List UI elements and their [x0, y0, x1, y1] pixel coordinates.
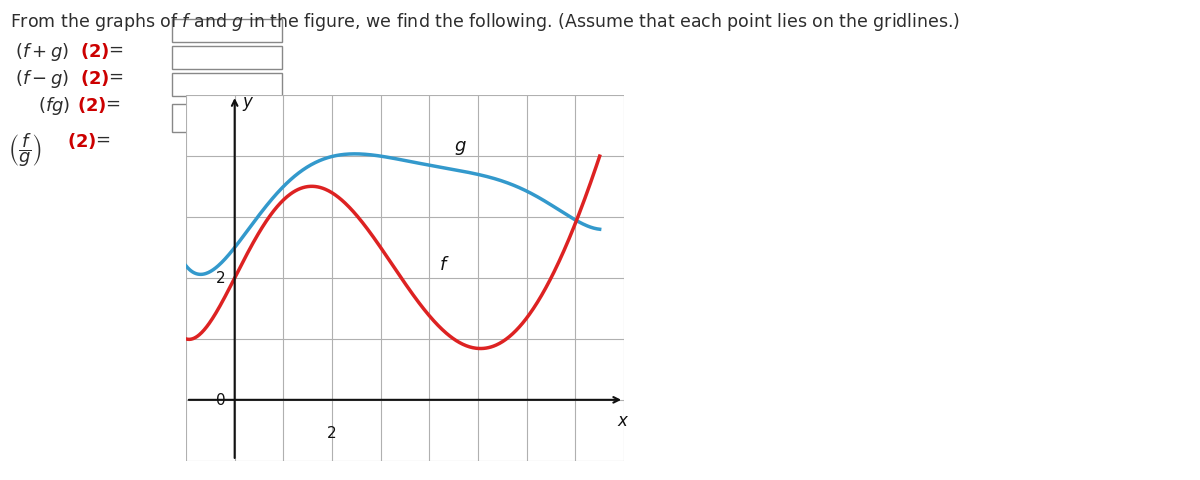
Text: =: = [108, 68, 124, 86]
Bar [172, 105, 282, 133]
Text: $\mathbf{(2)}$: $\mathbf{(2)}$ [80, 41, 109, 61]
Text: $(fg)$: $(fg)$ [38, 95, 71, 117]
Text: 2: 2 [328, 426, 337, 441]
Bar [172, 74, 282, 97]
Text: =: = [106, 95, 120, 113]
Text: $x$: $x$ [617, 411, 629, 430]
Text: From the graphs of $\mathit{f}$ and $\mathit{g}$ in the figure, we find the foll: From the graphs of $\mathit{f}$ and $\ma… [10, 11, 960, 33]
Text: $\left(\dfrac{f}{g}\right)$: $\left(\dfrac{f}{g}\right)$ [8, 131, 42, 168]
Text: $f$: $f$ [439, 255, 450, 273]
Text: $(f - g)$: $(f - g)$ [14, 68, 70, 90]
Text: $\mathbf{(2)}$: $\mathbf{(2)}$ [77, 95, 107, 115]
Text: 2: 2 [216, 271, 226, 286]
Text: =: = [95, 131, 110, 149]
Text: $y$: $y$ [242, 95, 254, 113]
Text: 0: 0 [216, 393, 226, 408]
Text: $g$: $g$ [454, 139, 467, 156]
Bar [172, 20, 282, 43]
Text: =: = [108, 41, 124, 59]
Text: $\mathbf{(2)}$: $\mathbf{(2)}$ [80, 68, 109, 88]
Text: $(f + g)$: $(f + g)$ [14, 41, 70, 63]
Bar [172, 47, 282, 70]
Text: $\mathbf{(2)}$: $\mathbf{(2)}$ [67, 131, 96, 151]
